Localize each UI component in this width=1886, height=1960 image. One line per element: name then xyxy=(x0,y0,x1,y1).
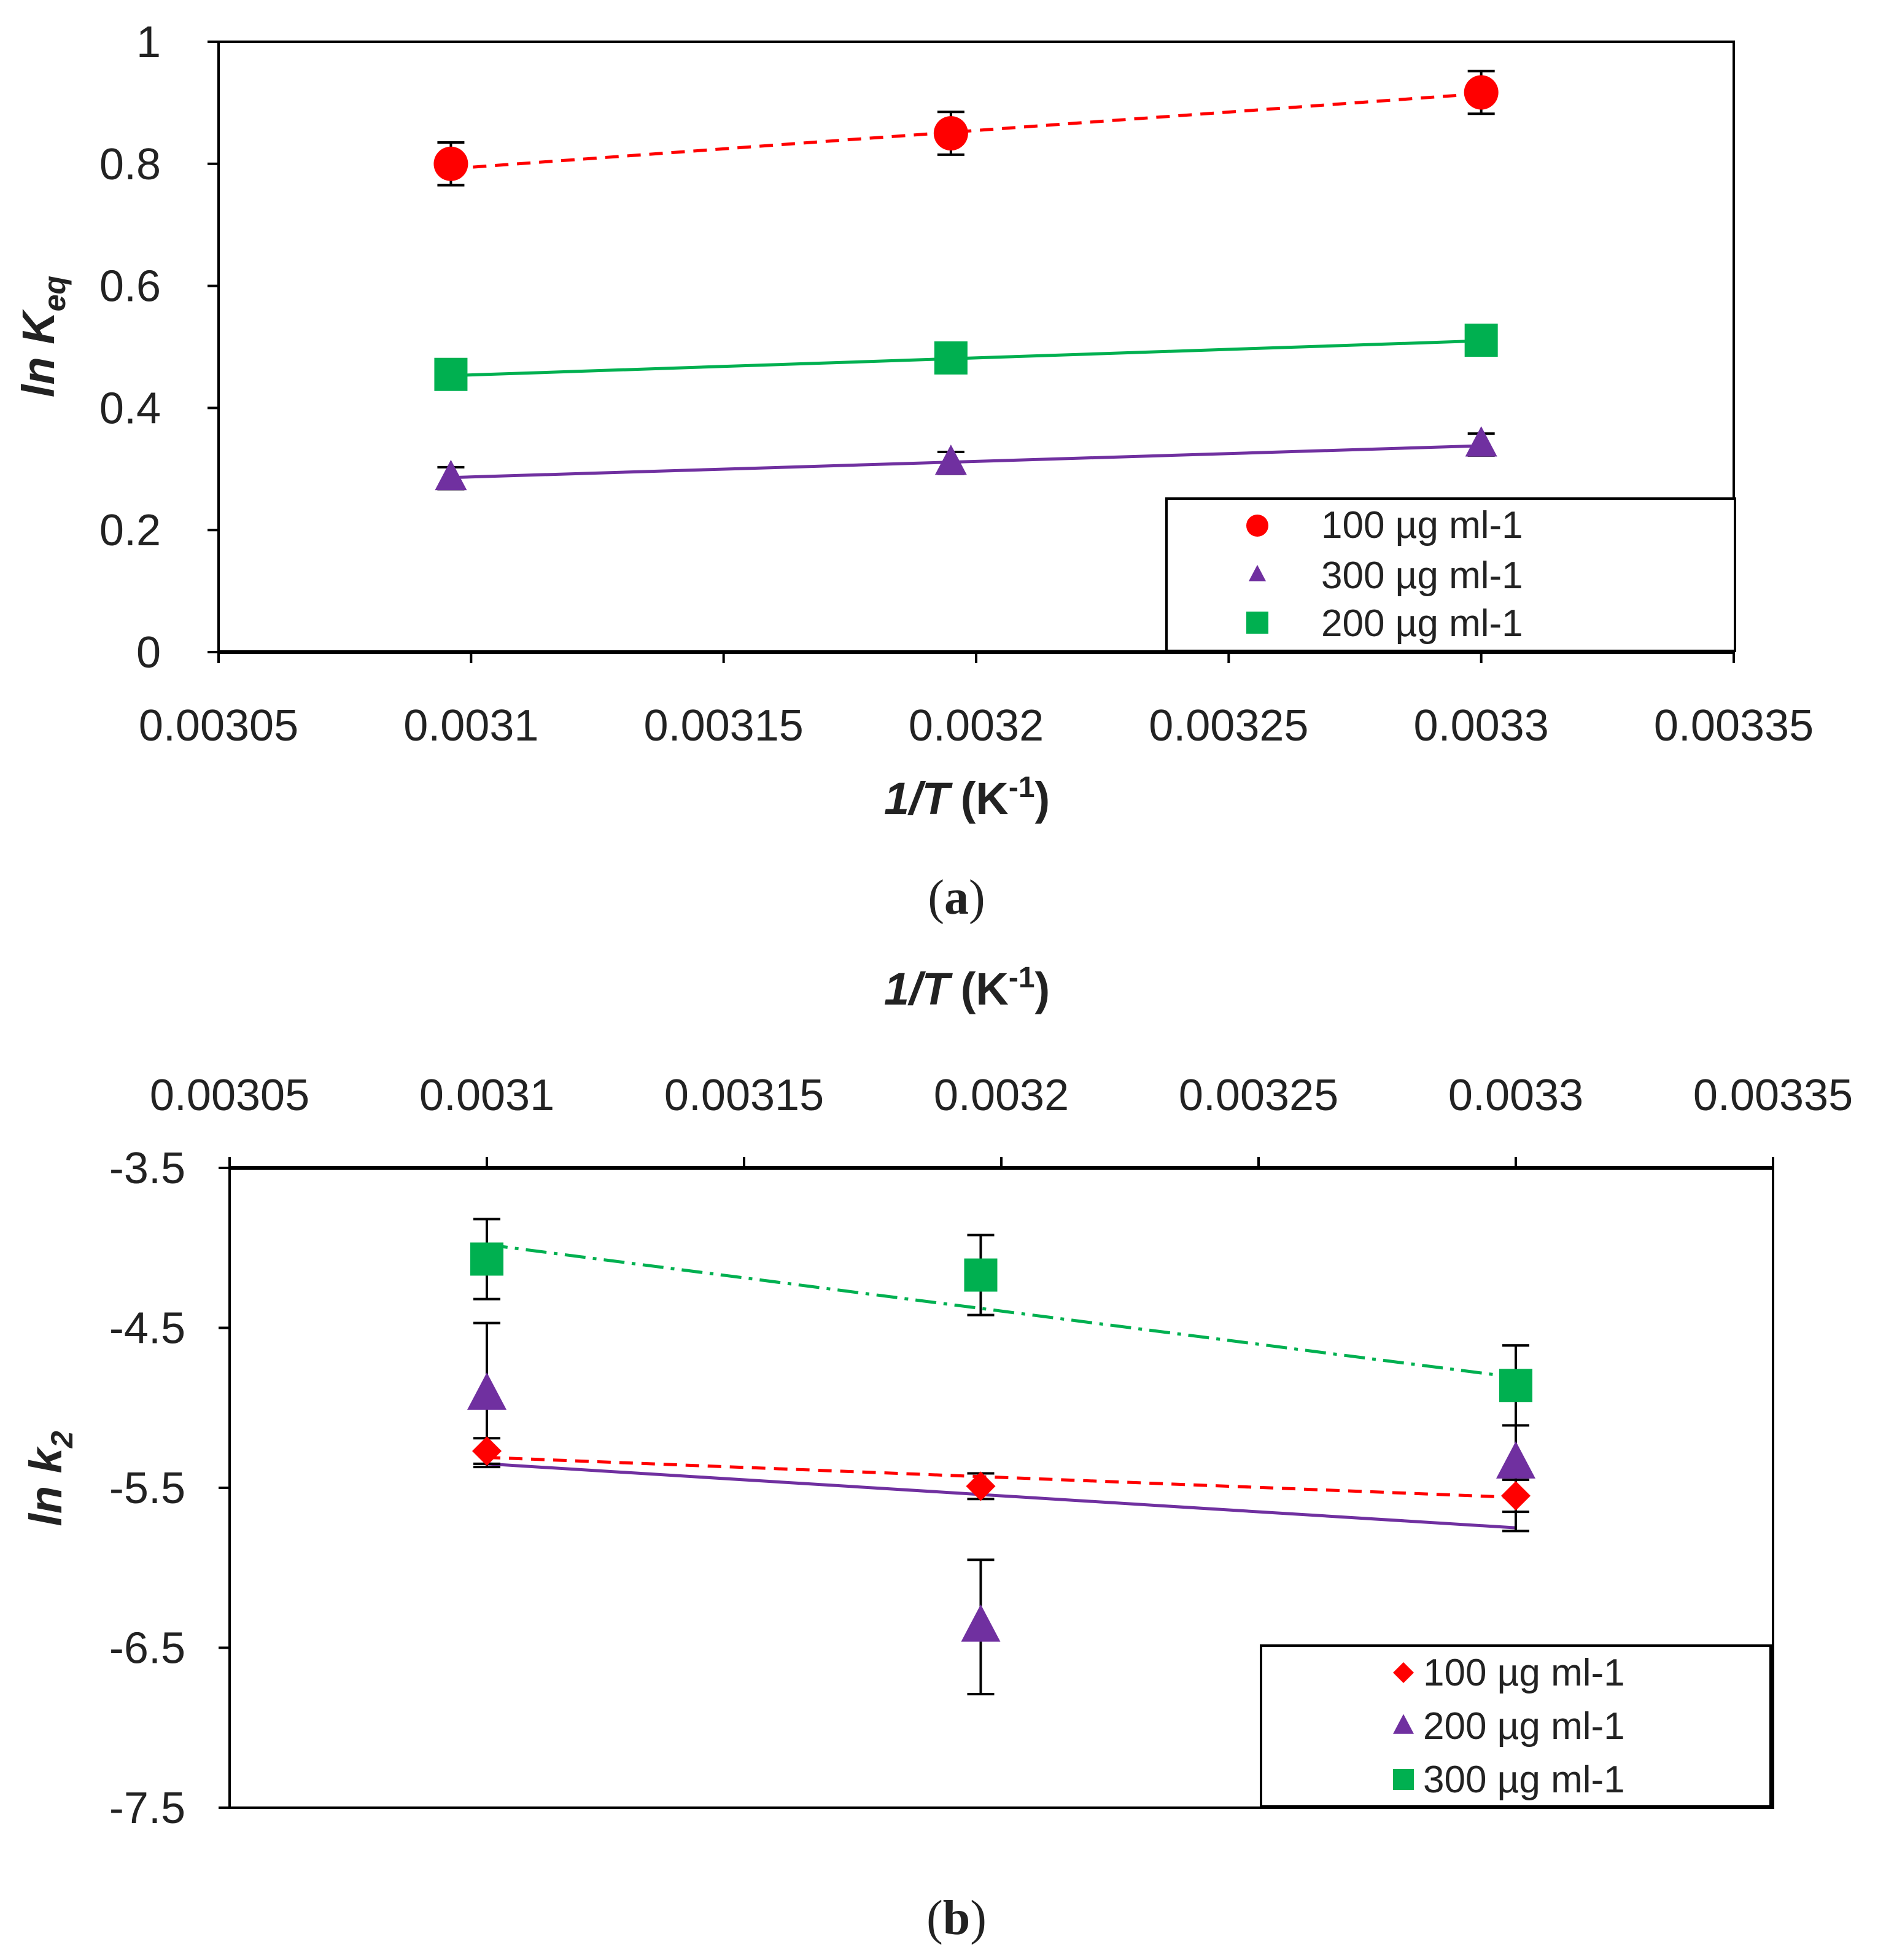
panel-b-y-tick-label: -4.5 xyxy=(109,1304,185,1353)
panel-b-legend-label-2: 200 µg ml-1 xyxy=(1423,1705,1625,1748)
panel-b-x-title-close: ) xyxy=(1035,963,1050,1014)
panel-b-x-tick-label: 0.0032 xyxy=(934,1071,1069,1120)
panel-a-x-tick-label: 0.0031 xyxy=(403,701,538,750)
panel-b-point-series-1 xyxy=(472,1436,502,1466)
panel-b-legend-marker-1 xyxy=(1393,1662,1414,1683)
panel-b-trendline-1 xyxy=(486,1456,1516,1499)
panel-a-fit-lines xyxy=(451,91,1481,480)
panel-b-legend-label-3: 300 µg ml-1 xyxy=(1423,1759,1625,1801)
panel-b-y-tick-label: -3.5 xyxy=(109,1144,185,1193)
panel-a-legend-markers xyxy=(1246,515,1268,634)
panel-a-x-axis-title: 1/T (K-1) xyxy=(884,771,1050,824)
panel-a-label: (a) xyxy=(928,871,985,925)
panel-a-x-tick-label: 0.00325 xyxy=(1149,701,1308,750)
panel-b-y-tick-label: -6.5 xyxy=(109,1624,185,1673)
panel-a-point-series-1 xyxy=(1464,75,1499,110)
panel-a-x-tick-label: 0.00335 xyxy=(1654,701,1814,750)
panel-b-legend-label-1: 100 µg ml-1 xyxy=(1423,1652,1625,1694)
panel-a-y-tick-label: 0.2 xyxy=(99,506,161,555)
panel-b-point-series-2 xyxy=(467,1372,506,1410)
panel-a-y-title-sub: eq xyxy=(37,276,72,311)
panel-a: 0.00305 0.0031 0.00315 0.0032 0.00325 0.0033 0… xyxy=(13,18,1814,925)
panel-a-point-series-1 xyxy=(933,116,968,151)
panel-b-legend-marker-2 xyxy=(1393,1714,1414,1734)
panel-a-legend-label-2: 300 µg ml-1 xyxy=(1321,554,1523,597)
panel-b-point-series-3 xyxy=(470,1242,503,1276)
panel-b-label: (b) xyxy=(926,1891,987,1945)
panel-b-y-axis-title: ln k2 xyxy=(20,1431,79,1526)
panel-b-data-points xyxy=(467,1242,1535,1642)
panel-b-legend-marker-3 xyxy=(1393,1769,1414,1790)
panel-b-axes xyxy=(219,1157,1774,1809)
panel-a-x-title-sup: -1 xyxy=(1009,771,1035,804)
panel-b-legend-markers xyxy=(1393,1662,1414,1790)
panel-a-x-tick-labels: 0.00305 0.0031 0.00315 0.0032 0.00325 0.0033 0… xyxy=(139,701,1814,750)
panel-b-x-axis-title: 1/T (K-1) xyxy=(884,962,1050,1014)
panel-a-point-series-3 xyxy=(934,341,968,375)
panel-a-legend-label-1: 100 µg ml-1 xyxy=(1321,504,1523,546)
panel-b-x-tick-label: 0.00325 xyxy=(1179,1071,1338,1120)
panel-a-point-series-1 xyxy=(433,146,468,181)
panel-b-x-title-unit: (K xyxy=(961,963,1009,1014)
panel-a-y-tick-label: 0 xyxy=(136,628,161,677)
panel-b-y-tick-labels: -7.5 -6.5 -5.5 -4.5 -3.5 xyxy=(109,1144,185,1833)
panel-a-label-letter: a xyxy=(944,871,969,925)
panel-b-point-series-2 xyxy=(1496,1441,1535,1479)
panel-a-point-series-2 xyxy=(435,459,467,491)
panel-a-point-series-3 xyxy=(434,357,468,391)
panel-a-legend-marker-1 xyxy=(1246,515,1268,537)
panel-a-x-title-unit: (K xyxy=(961,773,1009,824)
panel-b-trendline-3 xyxy=(486,1243,1516,1379)
panel-a-x-tick-label: 0.00315 xyxy=(644,701,804,750)
panel-b-x-tick-label: 0.0031 xyxy=(419,1071,554,1120)
panel-b-x-title-sup: -1 xyxy=(1009,962,1035,994)
panel-b-x-tick-label: 0.00315 xyxy=(664,1071,824,1120)
panel-a-y-tick-label: 1 xyxy=(136,18,161,67)
panel-b-point-series-1 xyxy=(966,1471,996,1501)
panel-a-y-tick-label: 0.8 xyxy=(99,140,161,189)
panel-a-trendline-2 xyxy=(451,444,1481,480)
panel-b-y-title-main: ln k xyxy=(20,1445,71,1526)
panel-a-legend-marker-3 xyxy=(1246,612,1268,634)
panel-a-y-tick-label: 0.4 xyxy=(99,384,161,433)
panel-a-y-title-main: ln K xyxy=(13,309,64,397)
panel-b-y-tick-label: -5.5 xyxy=(109,1464,185,1513)
panel-b-x-title-main: 1/T xyxy=(884,963,953,1014)
panel-b-y-tick-label: -7.5 xyxy=(109,1784,185,1833)
panel-b: 1/T (K-1) 0.00305 0.0031 0.00315 0.0032 0.003… xyxy=(20,962,1853,1945)
panel-b-x-tick-labels: 0.00305 0.0031 0.00315 0.0032 0.00325 0.0033 0… xyxy=(150,1071,1853,1120)
panel-a-data-points xyxy=(433,75,1499,491)
panel-b-error-bars xyxy=(473,1218,1529,1696)
panel-a-point-series-3 xyxy=(1464,324,1498,357)
panel-b-fit-lines xyxy=(486,1243,1516,1530)
panel-a-x-tick-label: 0.0033 xyxy=(1414,701,1549,750)
panel-b-x-tick-label: 0.00305 xyxy=(150,1071,309,1120)
panel-a-x-title-close: ) xyxy=(1035,773,1050,824)
panel-a-legend: 100 µg ml-1 300 µg ml-1 200 µg ml-1 xyxy=(1165,497,1736,652)
panel-a-y-tick-labels: 0 0.2 0.4 0.6 0.8 1 xyxy=(99,18,161,677)
panel-a-x-tick-label: 0.0032 xyxy=(909,701,1044,750)
panel-b-label-letter: b xyxy=(943,1891,971,1945)
panel-a-legend-marker-2 xyxy=(1249,564,1266,581)
panel-b-point-series-3 xyxy=(1499,1369,1532,1402)
panel-a-point-series-2 xyxy=(1465,426,1497,457)
panel-a-point-series-2 xyxy=(934,444,967,475)
panel-b-point-series-2 xyxy=(961,1604,1001,1642)
panel-b-legend-box xyxy=(1260,1644,1772,1808)
panel-a-legend-label-3: 200 µg ml-1 xyxy=(1321,602,1523,645)
panel-a-y-axis-title: ln Keq xyxy=(13,276,72,397)
panel-b-y-title-sub: 2 xyxy=(45,1431,79,1449)
panel-b-x-tick-label: 0.00335 xyxy=(1693,1071,1853,1120)
panel-b-legend: 100 µg ml-1 200 µg ml-1 300 µg ml-1 xyxy=(1260,1644,1772,1808)
panel-a-y-tick-label: 0.6 xyxy=(99,262,161,311)
panel-b-trendline-2 xyxy=(486,1462,1516,1530)
panel-a-x-title-main: 1/T xyxy=(884,773,953,824)
panel-b-point-series-3 xyxy=(964,1258,998,1292)
panel-b-x-tick-label: 0.0033 xyxy=(1448,1071,1583,1120)
panel-a-x-tick-label: 0.00305 xyxy=(139,701,298,750)
panel-b-point-series-1 xyxy=(1501,1481,1531,1511)
